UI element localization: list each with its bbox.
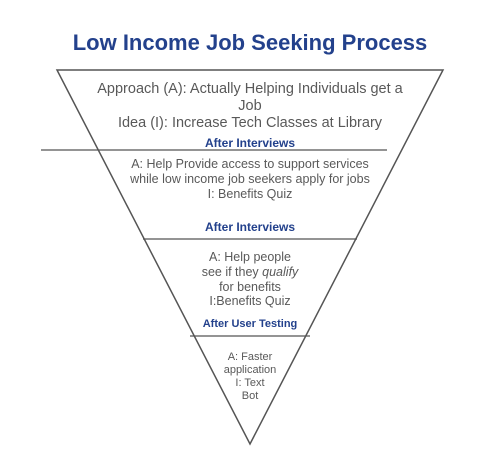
stage-3-line-1: A: Help people bbox=[208, 250, 291, 264]
stage-3-label: After User Testing bbox=[202, 318, 298, 330]
stage-3-line-2: see if they qualify bbox=[170, 265, 330, 280]
stage-1-line-1: Approach (A): Actually Helping Individua… bbox=[97, 81, 403, 97]
stage-3-line-3: for benefits bbox=[219, 279, 281, 294]
diagram-title: Low Income Job Seeking Process bbox=[72, 30, 428, 55]
stage-2-label: After Interviews bbox=[204, 220, 296, 234]
stage-2-line-3: I: Benefits Quiz bbox=[207, 186, 293, 201]
stage-3-qualify-word: qualify bbox=[262, 264, 299, 279]
stage-1-line-2: Job bbox=[238, 98, 262, 115]
stage-4-line-4: Bot bbox=[241, 389, 259, 402]
stage-1-line-3: Idea (I): Increase Tech Classes at Libra… bbox=[117, 115, 383, 132]
stage-2-line-2: while low income job seekers apply for j… bbox=[130, 171, 370, 186]
stage-4-text: A: Faster application I: Text Bot bbox=[200, 351, 300, 403]
stage-1-label: After Interviews bbox=[204, 136, 296, 150]
stage-3-text: A: Help people see if they qualify for b… bbox=[170, 250, 330, 309]
stage-3-line-4: I:Benefits Quiz bbox=[209, 294, 291, 309]
stage-4-line-3: I: Text bbox=[235, 376, 265, 389]
stage-2-line-1: A: Help Provide access to support servic… bbox=[131, 157, 369, 171]
stage-1-text: Approach (A): Actually Helping Individua… bbox=[70, 81, 430, 132]
stage-2-text: A: Help Provide access to support servic… bbox=[100, 157, 400, 201]
stage-4-line-2: application bbox=[223, 363, 277, 376]
funnel-outline bbox=[55, 69, 445, 446]
stage-3-line-2-text: see if they bbox=[201, 264, 263, 279]
stage-4-line-1: A: Faster bbox=[227, 351, 273, 363]
